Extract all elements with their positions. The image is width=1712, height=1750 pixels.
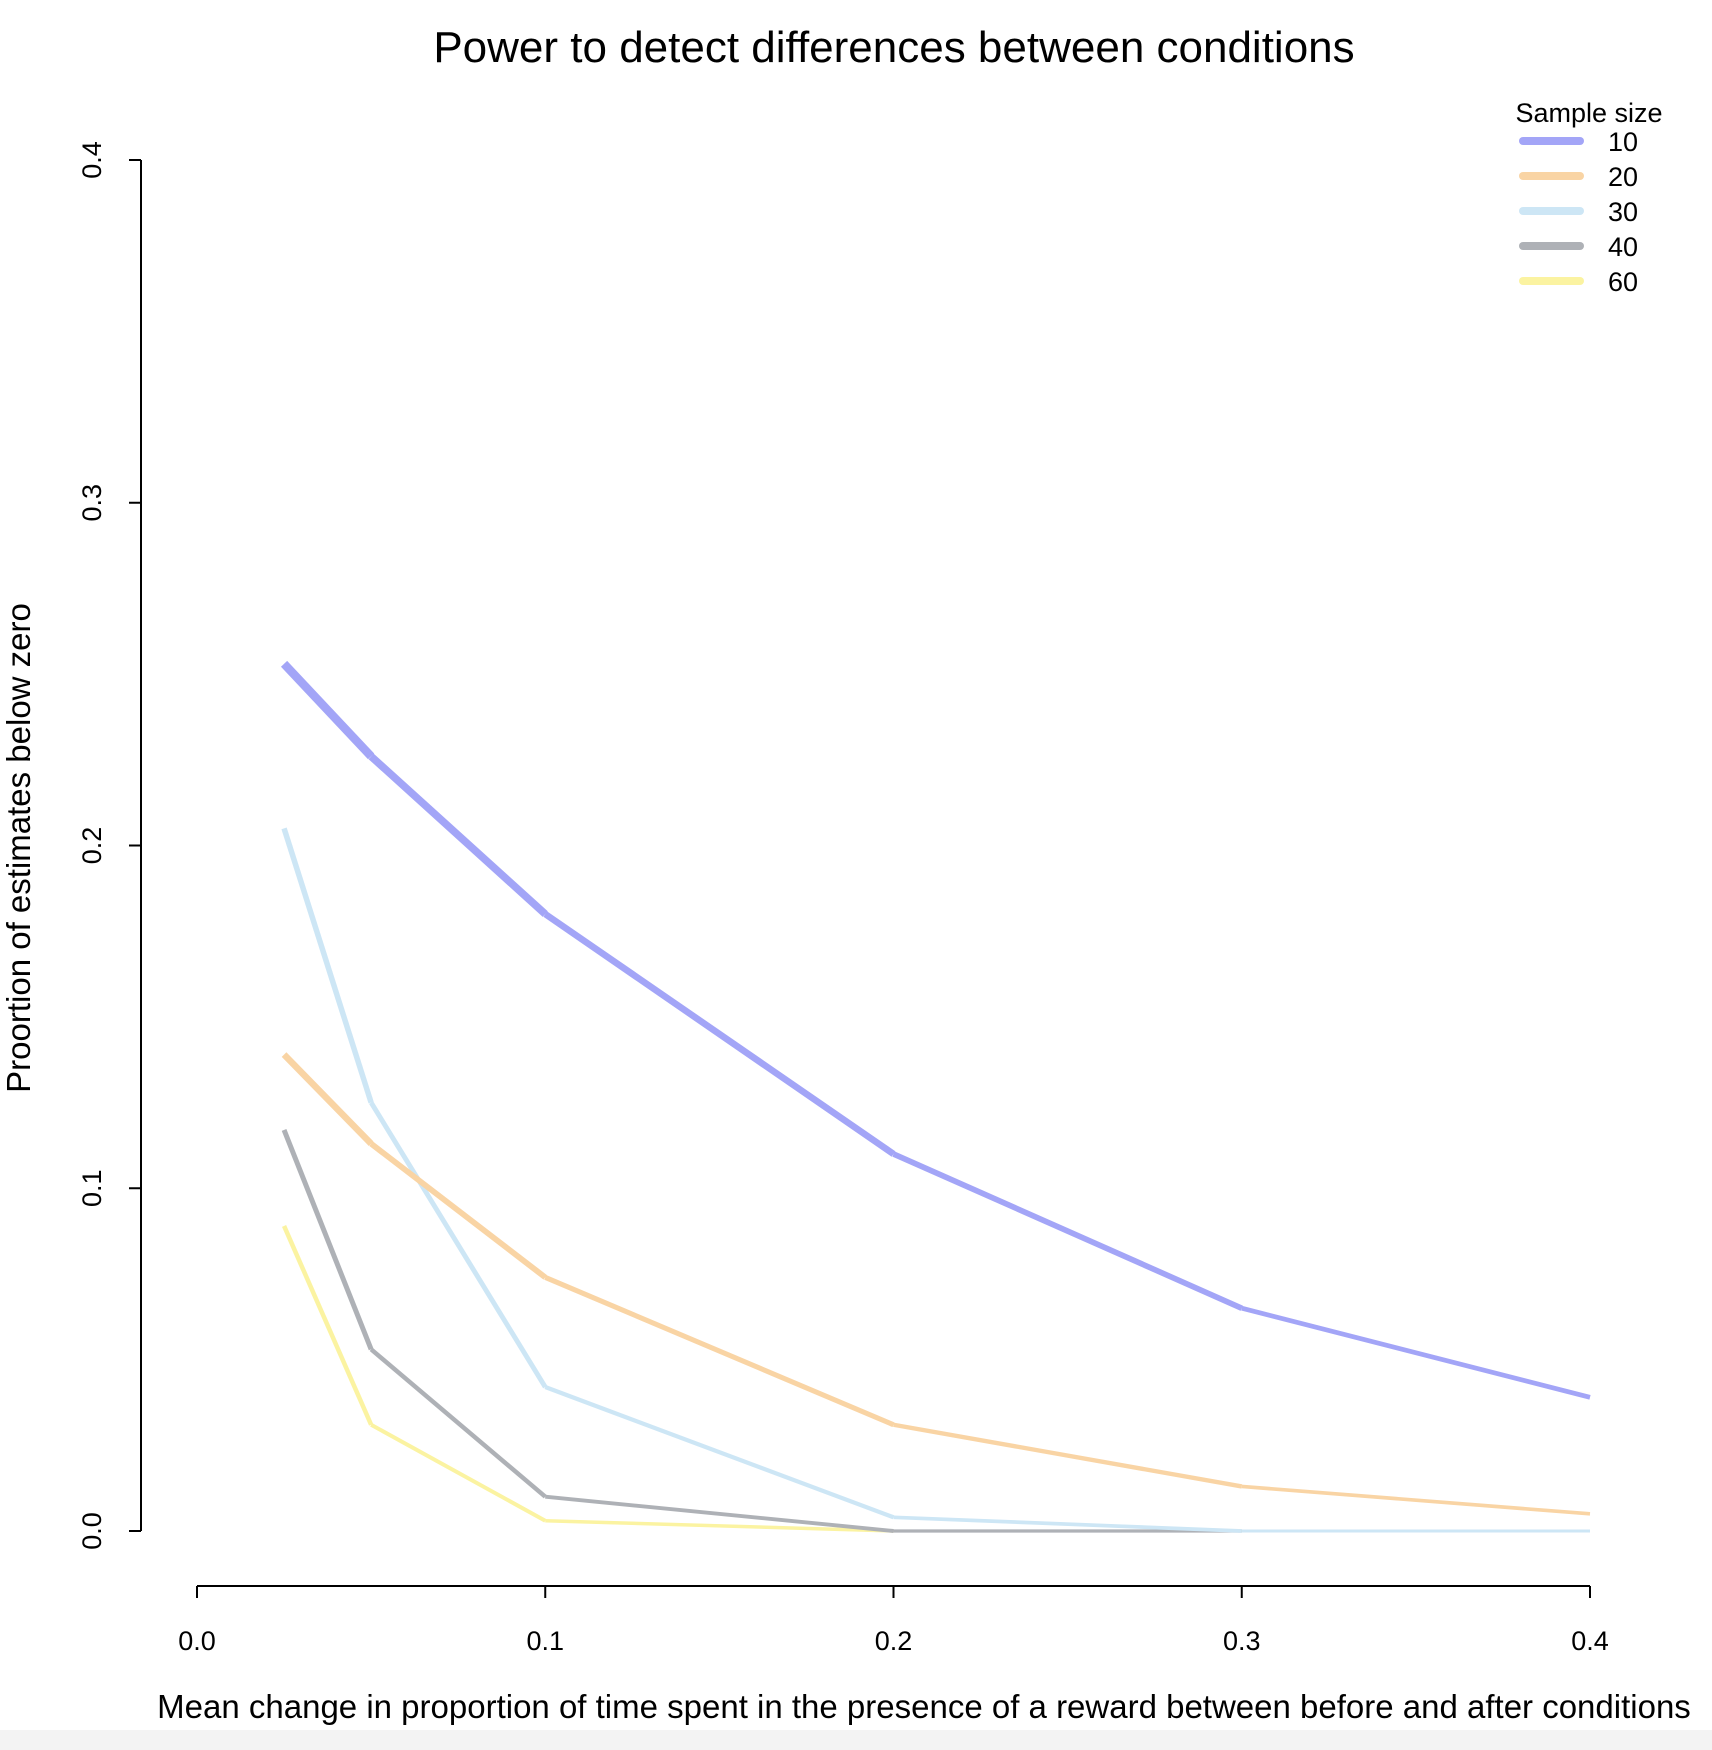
legend-label-60: 60 xyxy=(1608,267,1638,297)
series-10-segment xyxy=(368,753,548,917)
legend-label-30: 30 xyxy=(1608,197,1638,227)
chart-title: Power to detect differences between cond… xyxy=(433,23,1354,72)
series-60-segment xyxy=(370,1422,547,1523)
series-30-segment xyxy=(893,1515,1242,1533)
series-10-segment xyxy=(280,660,375,760)
series-20-segment xyxy=(281,1052,374,1146)
y-tick-label: 0.2 xyxy=(77,827,107,865)
series-10 xyxy=(280,660,1591,1400)
y-tick-label: 0.0 xyxy=(77,1512,107,1550)
legend: Sample size 10 20 30 40 60 xyxy=(1515,98,1662,297)
bottom-strip xyxy=(0,1730,1712,1750)
legend-label-10: 10 xyxy=(1608,127,1638,157)
series-40-segment xyxy=(545,1494,894,1533)
series-60-segment xyxy=(545,1518,894,1533)
series-20-segment xyxy=(893,1422,1243,1489)
legend-title: Sample size xyxy=(1515,98,1662,128)
x-tick-label: 0.0 xyxy=(178,1626,216,1656)
series-20-segment xyxy=(1241,1484,1591,1516)
legend-label-40: 40 xyxy=(1608,232,1638,262)
series-10-segment xyxy=(543,911,896,1157)
y-tick-label: 0.4 xyxy=(77,141,107,179)
x-axis: 0.0 0.1 0.2 0.3 0.4 xyxy=(178,1585,1609,1656)
series-20 xyxy=(281,1052,1591,1516)
series-20-segment xyxy=(369,1141,548,1280)
x-tick-label: 0.3 xyxy=(1223,1626,1261,1656)
y-tick-label: 0.3 xyxy=(77,484,107,522)
series-30-segment xyxy=(369,1101,548,1389)
x-tick-label: 0.1 xyxy=(526,1626,564,1656)
series-20-segment xyxy=(544,1275,895,1428)
series-10-segment xyxy=(892,1151,1243,1311)
x-axis-label: Mean change in proportion of time spent … xyxy=(157,1688,1691,1725)
y-axis-label: Proortion of estimates below zero xyxy=(0,603,37,1093)
series-30-segment xyxy=(281,827,374,1104)
series-40-segment xyxy=(281,1129,374,1351)
series-30-segment xyxy=(544,1385,895,1520)
y-axis: 0.0 0.1 0.2 0.3 0.4 xyxy=(77,141,142,1550)
series-30 xyxy=(281,827,1590,1533)
series-40 xyxy=(281,1129,1590,1533)
x-tick-label: 0.4 xyxy=(1571,1626,1609,1656)
series-40-segment xyxy=(369,1347,547,1499)
legend-label-20: 20 xyxy=(1608,162,1638,192)
x-tick-label: 0.2 xyxy=(875,1626,913,1656)
series-10-segment xyxy=(1241,1305,1591,1400)
series-60-segment xyxy=(282,1225,374,1426)
series-layer xyxy=(280,660,1591,1533)
y-tick-label: 0.1 xyxy=(77,1169,107,1207)
series-60 xyxy=(282,1225,1590,1533)
